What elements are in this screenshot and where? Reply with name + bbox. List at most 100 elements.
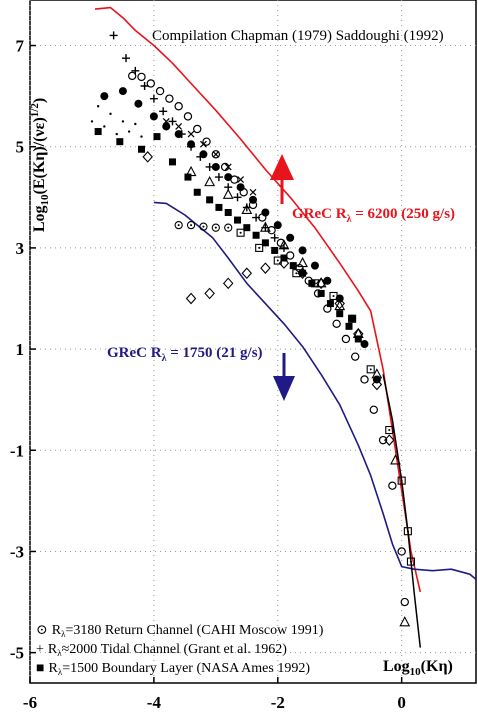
series-grec-r-1750-21-g-s	[153, 201, 477, 580]
data-point	[345, 322, 353, 330]
data-point	[186, 220, 196, 230]
data-point	[168, 117, 177, 126]
data-point	[138, 145, 145, 153]
data-point	[267, 225, 276, 235]
data-point	[159, 107, 168, 116]
data-point	[142, 151, 153, 163]
grid	[29, 0, 476, 683]
data-point	[270, 233, 279, 242]
data-point	[352, 327, 364, 338]
y-axis-label-sub: 10	[39, 194, 51, 206]
data-point	[121, 120, 125, 123]
y-tick-label: -3	[10, 542, 24, 561]
data-point	[385, 425, 394, 435]
data-point	[115, 132, 118, 136]
data-point	[310, 261, 319, 270]
data-point	[397, 547, 406, 556]
data-point	[298, 246, 307, 255]
series-line	[94, 6, 422, 593]
data-point	[185, 165, 197, 177]
data-point	[204, 175, 216, 187]
series-open-diamonds	[142, 151, 395, 446]
data-point	[168, 158, 176, 166]
data-point	[134, 99, 143, 108]
data-point	[332, 319, 341, 328]
y-tick-label: -1	[10, 441, 24, 460]
y-axis-label: Log10(E(Kη)/(νε)1/2)	[29, 98, 51, 232]
data-point	[127, 130, 131, 133]
data-point	[369, 405, 378, 414]
series-crosses	[162, 117, 257, 196]
data-point	[185, 292, 197, 305]
data-point	[360, 340, 369, 349]
data-point	[259, 221, 271, 232]
data-point	[261, 208, 270, 217]
blue-arrow	[273, 353, 295, 401]
data-point	[204, 287, 215, 300]
legend: ⊙ Rλ=3180 Return Channel (CAHI Moscow 199…	[36, 623, 324, 677]
y-tick-label: 7	[16, 37, 25, 56]
data-point	[236, 183, 245, 192]
data-point	[252, 231, 260, 239]
tick-layer: -6 -4 -2 0 7 5 3 1 -1 -3 -5	[10, 37, 406, 712]
blue-annotation-sub: λ	[162, 353, 167, 364]
data-point	[289, 262, 297, 270]
y-tick-label: 3	[16, 239, 25, 258]
blue-annotation-lead: GReC R	[107, 345, 162, 361]
legend-item-return-channel: ⊙ Rλ=3180 Return Channel (CAHI Moscow 199…	[36, 623, 324, 639]
data-point	[329, 291, 338, 301]
data-point	[109, 112, 112, 116]
data-point	[149, 112, 158, 121]
data-point	[211, 223, 220, 232]
data-point	[271, 246, 279, 254]
data-point	[299, 269, 307, 277]
data-point	[162, 122, 171, 131]
data-point	[193, 188, 201, 196]
data-point	[174, 220, 183, 230]
data-point	[211, 162, 220, 171]
data-point	[241, 267, 253, 280]
data-point	[236, 228, 245, 237]
data-point	[94, 128, 102, 136]
legend-symbol: ■	[36, 661, 44, 676]
data-point	[174, 130, 183, 139]
red-arrow	[270, 154, 294, 204]
data-point	[193, 124, 202, 134]
y-axis-label-main: Log	[31, 206, 48, 233]
data-point	[128, 71, 137, 81]
data-point	[261, 239, 269, 247]
data-point	[202, 137, 211, 146]
data-point	[241, 203, 253, 215]
red-annotation-lead: GReC R	[292, 206, 347, 222]
data-point	[187, 140, 196, 149]
x-tick-label: -4	[147, 693, 162, 712]
data-point	[234, 216, 242, 224]
data-point	[211, 150, 221, 159]
data-point	[371, 368, 383, 379]
data-point	[279, 243, 288, 252]
x-axis-label: Log10(Kη)	[383, 658, 453, 678]
data-point	[140, 135, 143, 138]
data-point	[162, 117, 170, 125]
series-open-triangles	[185, 165, 411, 627]
series-circles-with-dot	[174, 220, 233, 232]
legend-lead: R	[48, 642, 58, 657]
data-point	[224, 223, 233, 232]
blue-annotation: GReC Rλ = 1750 (21 g/s)	[107, 345, 263, 364]
data-point	[174, 102, 183, 111]
x-tick-label: -2	[271, 693, 285, 712]
data-point	[165, 94, 174, 103]
y-tick-label: 1	[16, 340, 25, 359]
series-small-dots	[90, 105, 143, 138]
y-tick-label: -5	[10, 644, 24, 663]
series-grec-r-6200-250-g-s	[94, 6, 422, 593]
legend-text: =3180 Return Channel (CAHI Moscow 1991)	[65, 623, 323, 638]
data-point	[285, 251, 295, 260]
data-point	[155, 86, 165, 96]
data-point	[175, 123, 183, 130]
series-r-3180-return-channel-cahi-moscow-1991	[128, 71, 409, 607]
data-point	[273, 256, 282, 265]
data-point	[310, 279, 319, 288]
data-point	[149, 94, 158, 103]
